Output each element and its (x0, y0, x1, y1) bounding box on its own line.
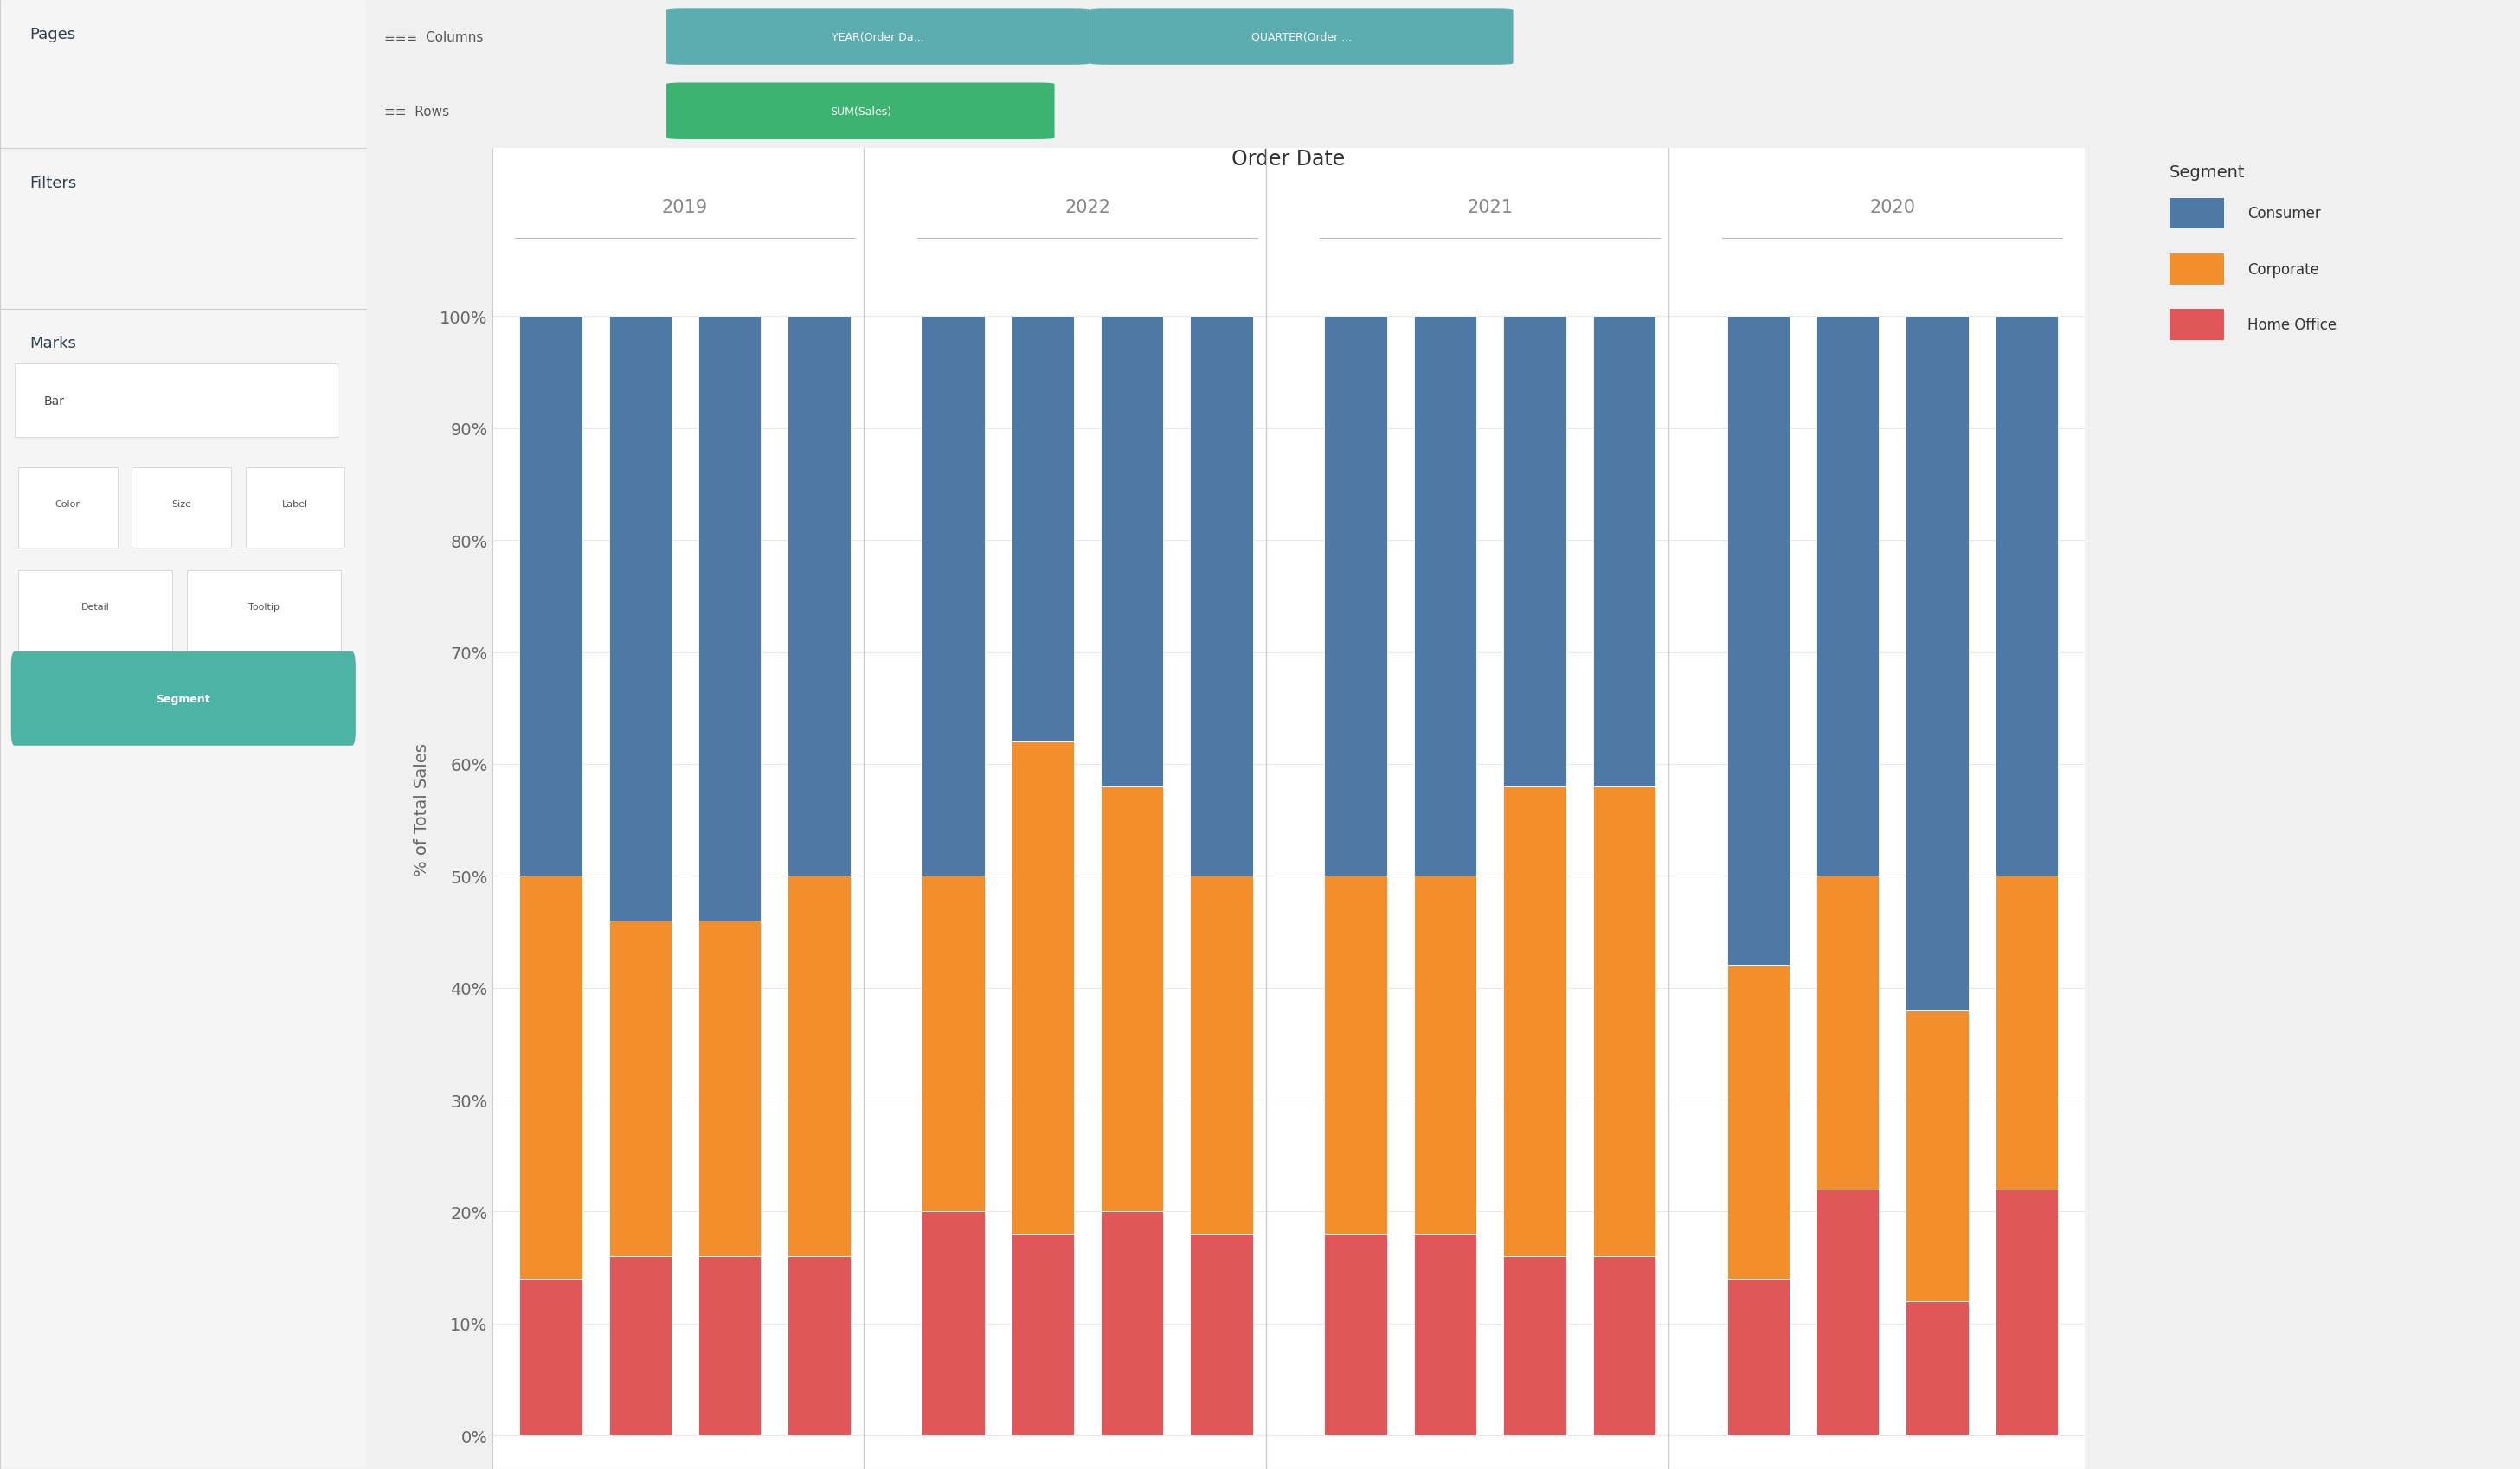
Bar (2170, 254, 2225, 285)
Bar (1326, 317, 1386, 876)
Bar (1905, 1302, 1968, 1435)
Bar (922, 317, 985, 876)
Bar (1593, 1256, 1656, 1435)
Bar (1593, 317, 1656, 786)
FancyBboxPatch shape (244, 467, 345, 548)
Bar (1101, 1212, 1164, 1435)
Bar (1817, 317, 1880, 876)
FancyBboxPatch shape (0, 0, 365, 148)
Bar (698, 1256, 761, 1435)
FancyBboxPatch shape (665, 84, 1053, 140)
Text: ≡≡≡  Columns: ≡≡≡ Columns (383, 31, 484, 44)
Text: 2020: 2020 (1870, 198, 1915, 216)
Bar (789, 317, 849, 876)
Bar (1905, 1011, 1968, 1302)
Text: Marks: Marks (30, 336, 76, 351)
Bar (1996, 317, 2059, 876)
Bar (610, 1256, 670, 1435)
Text: Segment: Segment (2170, 165, 2245, 181)
Text: 2022: 2022 (1063, 198, 1111, 216)
Bar (2170, 198, 2225, 229)
Text: 2021: 2021 (1467, 198, 1512, 216)
Text: Filters: Filters (30, 175, 76, 191)
Bar (1817, 876, 1880, 1190)
Bar (1011, 742, 1074, 1234)
Bar (698, 921, 761, 1256)
Bar (1504, 786, 1565, 1256)
Text: Label: Label (282, 499, 307, 508)
Bar (1817, 1190, 1880, 1435)
FancyBboxPatch shape (1089, 9, 1512, 66)
Bar (1101, 317, 1164, 786)
Bar (1189, 1234, 1252, 1435)
Text: Pages: Pages (30, 26, 76, 43)
FancyBboxPatch shape (18, 570, 171, 651)
Text: Consumer: Consumer (2248, 206, 2321, 222)
Bar (1414, 1234, 1477, 1435)
Text: Corporate: Corporate (2248, 261, 2318, 278)
Bar (698, 317, 761, 921)
Bar (1593, 786, 1656, 1256)
FancyBboxPatch shape (0, 148, 365, 310)
Bar (1189, 317, 1252, 876)
Text: Home Office: Home Office (2248, 317, 2336, 333)
Text: Order Date: Order Date (1232, 148, 1346, 170)
Bar (1011, 317, 1074, 742)
Bar (922, 876, 985, 1212)
Text: QUARTER(Order ...: QUARTER(Order ... (1250, 32, 1351, 43)
Bar (922, 1212, 985, 1435)
FancyBboxPatch shape (15, 364, 338, 438)
Bar (789, 876, 849, 1256)
Bar (610, 317, 670, 921)
Bar (1011, 1234, 1074, 1435)
Bar (1996, 1190, 2059, 1435)
Text: Tooltip: Tooltip (249, 602, 280, 611)
Bar (1326, 876, 1386, 1234)
Bar (2170, 310, 2225, 341)
Bar (1504, 317, 1565, 786)
Text: Color: Color (55, 499, 81, 508)
Text: Size: Size (171, 499, 192, 508)
Bar (1726, 965, 1789, 1279)
FancyBboxPatch shape (10, 652, 355, 746)
Bar (1189, 876, 1252, 1234)
Text: Segment: Segment (156, 693, 209, 705)
Bar (1996, 876, 2059, 1190)
Y-axis label: % of Total Sales: % of Total Sales (413, 742, 431, 876)
Bar (610, 921, 670, 1256)
Bar (1905, 317, 1968, 1011)
Bar (1726, 317, 1789, 965)
Bar (519, 876, 582, 1279)
Bar (1101, 786, 1164, 1212)
Bar (1326, 1234, 1386, 1435)
Bar (519, 317, 582, 876)
FancyBboxPatch shape (186, 570, 340, 651)
Bar (789, 1256, 849, 1435)
Bar (1414, 317, 1477, 876)
Text: SUM(Sales): SUM(Sales) (829, 106, 892, 118)
Text: ≡≡  Rows: ≡≡ Rows (383, 106, 449, 118)
FancyBboxPatch shape (665, 9, 1089, 66)
Text: 2019: 2019 (663, 198, 708, 216)
FancyBboxPatch shape (0, 310, 365, 1469)
Text: YEAR(Order Da...: YEAR(Order Da... (832, 32, 925, 43)
FancyBboxPatch shape (131, 467, 232, 548)
Bar (519, 1279, 582, 1435)
FancyBboxPatch shape (18, 467, 118, 548)
Bar (1726, 1279, 1789, 1435)
Bar (1414, 876, 1477, 1234)
Text: Detail: Detail (81, 602, 108, 611)
Text: Bar: Bar (43, 395, 66, 407)
Bar (1504, 1256, 1565, 1435)
